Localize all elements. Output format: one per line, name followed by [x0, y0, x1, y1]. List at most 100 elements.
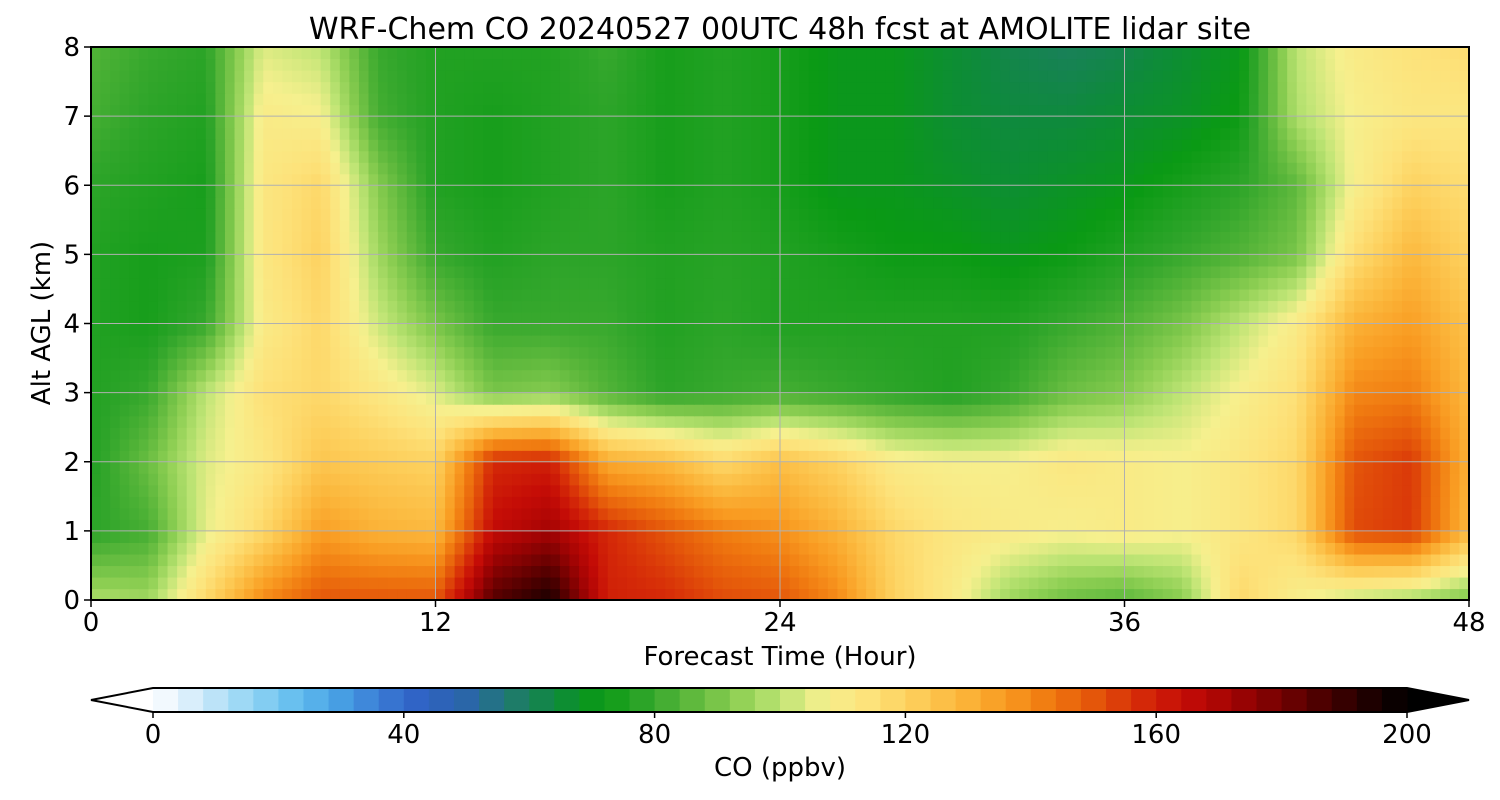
heatmap-cell: [713, 507, 724, 520]
heatmap-cell: [244, 346, 255, 359]
heatmap-cell: [1086, 530, 1097, 543]
heatmap-cell: [875, 473, 886, 486]
heatmap-cell: [665, 335, 676, 348]
heatmap-cell: [1210, 427, 1221, 440]
heatmap-cell: [291, 242, 303, 255]
heatmap-cell: [1248, 484, 1260, 497]
heatmap-cell: [1229, 231, 1240, 244]
heatmap-cell: [1402, 300, 1413, 313]
heatmap-cell: [550, 576, 561, 590]
heatmap-cell: [655, 288, 666, 302]
heatmap-cell: [1028, 300, 1039, 313]
heatmap-cell: [483, 530, 494, 543]
heatmap-cell: [636, 519, 647, 532]
heatmap-cell: [1191, 496, 1202, 509]
heatmap-cell: [856, 542, 867, 555]
heatmap-cell: [445, 542, 456, 555]
heatmap-cell: [502, 300, 513, 313]
heatmap-cell: [1038, 530, 1049, 543]
heatmap-cell: [1382, 323, 1394, 336]
heatmap-cell: [1038, 231, 1049, 244]
heatmap-cell: [1449, 588, 1461, 601]
heatmap-cell: [358, 553, 370, 567]
heatmap-cell: [655, 346, 666, 359]
heatmap-cell: [980, 427, 992, 440]
heatmap-cell: [961, 484, 972, 497]
heatmap-cell: [1402, 461, 1413, 474]
heatmap-cell: [780, 484, 791, 497]
heatmap-cell: [263, 588, 274, 601]
heatmap-cell: [1009, 196, 1020, 209]
heatmap-cell: [827, 288, 839, 302]
heatmap-cell: [1449, 553, 1461, 567]
heatmap-cell: [387, 300, 398, 313]
heatmap-cell: [1459, 335, 1470, 348]
heatmap-cell: [1114, 565, 1126, 578]
heatmap-cell: [540, 196, 551, 209]
heatmap-cell: [1191, 300, 1202, 313]
heatmap-cell: [875, 254, 886, 267]
heatmap-cell: [846, 300, 858, 313]
heatmap-cell: [559, 553, 571, 567]
heatmap-cell: [703, 473, 714, 486]
heatmap-cell: [177, 392, 188, 405]
heatmap-cell: [224, 300, 236, 313]
heatmap-cell: [1268, 277, 1279, 290]
heatmap-cell: [569, 311, 580, 325]
heatmap-cell: [1124, 530, 1135, 543]
heatmap-cell: [1114, 381, 1126, 394]
heatmap-cell: [349, 335, 360, 348]
heatmap-cell: [157, 553, 169, 567]
heatmap-cell: [665, 277, 676, 290]
heatmap-cell: [808, 300, 819, 313]
heatmap-cell: [100, 588, 111, 601]
heatmap-cell: [980, 208, 992, 221]
heatmap-cell: [655, 231, 666, 244]
heatmap-cell: [1028, 288, 1039, 302]
heatmap-cell: [617, 576, 628, 590]
heatmap-cell: [167, 588, 178, 601]
heatmap-cell: [129, 231, 140, 244]
heatmap-cell: [1430, 438, 1441, 451]
heatmap-cell: [253, 358, 264, 371]
heatmap-cell: [904, 415, 915, 428]
heatmap-cell: [827, 335, 839, 348]
heatmap-cell: [665, 323, 676, 336]
heatmap-cell: [215, 404, 226, 417]
heatmap-cell: [617, 530, 628, 543]
heatmap-cell: [1105, 553, 1116, 567]
heatmap-cell: [1124, 323, 1135, 336]
heatmap-cell: [177, 242, 188, 255]
heatmap-cell: [1153, 576, 1164, 590]
heatmap-cell: [636, 369, 647, 382]
heatmap-cell: [272, 588, 283, 601]
heatmap-cell: [234, 208, 245, 221]
heatmap-cell: [1363, 358, 1374, 371]
heatmap-cell: [1086, 473, 1097, 486]
heatmap-cell: [1449, 208, 1461, 221]
heatmap-cell: [1047, 542, 1059, 555]
heatmap-cell: [780, 277, 791, 290]
heatmap-cell: [1277, 219, 1288, 232]
heatmap-cell: [1449, 277, 1461, 290]
heatmap-cell: [550, 542, 561, 555]
heatmap-cell: [435, 311, 446, 325]
heatmap-cell: [770, 242, 781, 255]
heatmap-cell: [626, 553, 638, 567]
heatmap-cell: [559, 519, 571, 532]
heatmap-cell: [406, 346, 417, 359]
heatmap-cell: [713, 427, 724, 440]
heatmap-cell: [598, 335, 609, 348]
heatmap-cell: [1373, 450, 1384, 463]
heatmap-cell: [291, 196, 303, 209]
heatmap-cell: [167, 542, 178, 555]
heatmap-cell: [1239, 496, 1250, 509]
heatmap-cell: [894, 484, 905, 497]
heatmap-cell: [1181, 381, 1193, 394]
heatmap-cell: [492, 311, 504, 325]
heatmap-cell: [464, 473, 475, 486]
heatmap-cell: [234, 542, 245, 555]
heatmap-cell: [1382, 427, 1394, 440]
heatmap-cell: [502, 415, 513, 428]
heatmap-cell: [224, 208, 236, 221]
